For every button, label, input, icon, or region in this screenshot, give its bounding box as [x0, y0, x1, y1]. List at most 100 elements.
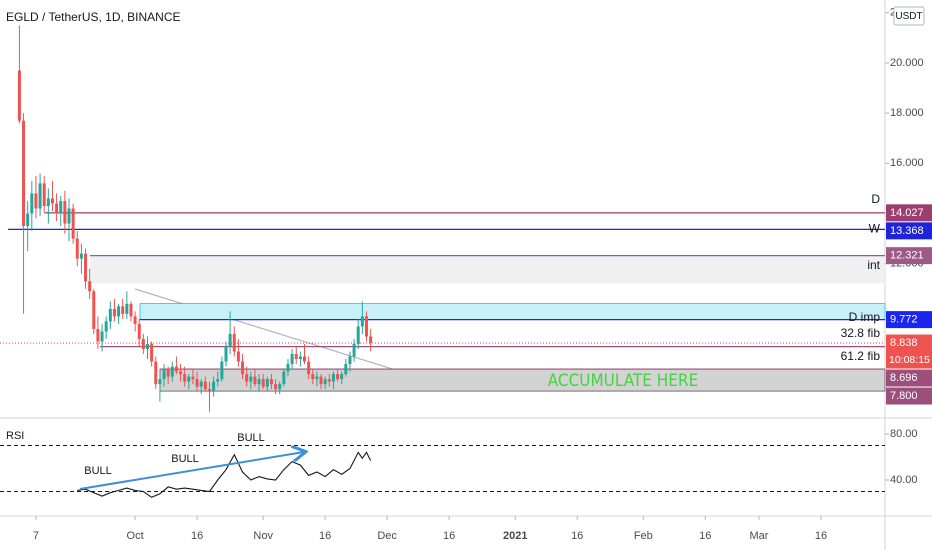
rsi-arrow: [79, 452, 304, 490]
candle-body: [158, 379, 162, 385]
candle-body: [42, 183, 46, 206]
candle-body: [323, 379, 327, 385]
y-tick-label: 18.000: [890, 107, 924, 119]
price-label-box: [886, 387, 932, 405]
x-tick-label: 16: [571, 530, 583, 542]
candle-body: [224, 346, 228, 362]
zone: [90, 255, 885, 284]
candle-body: [294, 354, 298, 360]
candle-body: [104, 321, 108, 332]
candle-body: [236, 351, 240, 362]
candle-body: [71, 208, 75, 239]
candle-body: [249, 376, 253, 382]
y-tick-label: 80.00: [890, 428, 918, 440]
candle-body: [30, 193, 34, 214]
price-label-box: [886, 222, 932, 240]
currency: USDT: [895, 11, 922, 22]
candle-body: [88, 281, 92, 292]
price-label-box: [886, 204, 932, 222]
candle-body: [195, 379, 199, 387]
countdown: 10:08:15: [889, 354, 930, 366]
candle-body: [112, 308, 116, 317]
candle-body: [331, 374, 335, 382]
currency-box: [893, 6, 925, 26]
candle-body: [253, 376, 257, 385]
y-tick-label: 16.000: [890, 157, 924, 169]
candle-body: [55, 203, 59, 214]
candle-body: [183, 374, 187, 382]
x-tick-label: Mar: [750, 530, 769, 542]
candle-body: [179, 371, 183, 375]
candle-body: [356, 326, 360, 344]
annotation: BULL: [237, 432, 265, 444]
price-label: 9.772: [890, 314, 918, 326]
x-tick-label: Oct: [127, 530, 144, 542]
candle-body: [108, 308, 112, 322]
price-label: 12.321: [890, 250, 924, 262]
candle-body: [75, 238, 79, 259]
candle-body: [79, 253, 83, 259]
candle-body: [319, 376, 323, 385]
candle-body: [100, 331, 104, 342]
candle-body: [303, 356, 307, 362]
candle-body: [207, 389, 211, 392]
candle-body: [265, 379, 269, 387]
candle-body: [121, 306, 125, 314]
x-tick-label: 2021: [503, 530, 527, 542]
candle-body: [67, 208, 71, 224]
candle-body: [369, 336, 373, 344]
candle-body: [340, 374, 344, 380]
price-label-box: [886, 311, 932, 329]
candle-body: [245, 374, 249, 382]
candle-body: [199, 381, 203, 387]
price-label: 14.027: [890, 207, 924, 219]
candle-body: [170, 366, 174, 377]
candle-body: [212, 381, 216, 392]
candle-body: [257, 379, 261, 385]
candle-body: [38, 183, 42, 209]
x-tick-label: 16: [815, 530, 827, 542]
level-name: 61.2 fib: [841, 349, 881, 363]
candle-body: [220, 361, 224, 380]
candle-body: [150, 343, 154, 362]
candle-body: [117, 306, 121, 317]
candle-body: [59, 200, 63, 214]
candle-body: [261, 379, 265, 387]
candle-body: [364, 316, 368, 337]
candle-body: [216, 379, 220, 382]
candle-body: [203, 381, 207, 390]
candle-body: [63, 200, 67, 224]
candle-body: [307, 361, 311, 375]
level-name: int: [867, 258, 880, 272]
candle-body: [315, 376, 319, 380]
annotation: BULL: [84, 465, 112, 477]
x-tick-label: 16: [699, 530, 711, 542]
candle-body: [137, 323, 141, 339]
y-tick-label: 40.00: [890, 474, 918, 486]
candle-body: [348, 356, 352, 365]
annotation: ACCUMULATE HERE: [548, 371, 698, 391]
candle-body: [92, 291, 96, 329]
candle-body: [290, 354, 294, 365]
candle-body: [360, 316, 364, 327]
candle-body: [174, 366, 178, 372]
candle-body: [241, 361, 245, 375]
plot-layer: 22.00020.00018.00016.00012.0007Oct16Nov1…: [0, 7, 932, 542]
candle-body: [26, 213, 30, 227]
candle-body: [96, 328, 100, 342]
candle-body: [133, 316, 137, 324]
candle-body: [327, 379, 331, 382]
candle-body: [278, 384, 282, 390]
price-label-box: [886, 247, 932, 265]
y-tick-label: 20.000: [890, 57, 924, 69]
level-name: D: [871, 192, 880, 206]
candle-body: [146, 343, 149, 350]
candle-body: [84, 253, 88, 282]
annotation: BULL: [171, 453, 199, 465]
candle-body: [274, 384, 278, 390]
rsi-title: RSI: [6, 430, 24, 442]
candle-body: [191, 376, 195, 380]
candle-body: [344, 364, 348, 375]
zone: [139, 303, 886, 321]
